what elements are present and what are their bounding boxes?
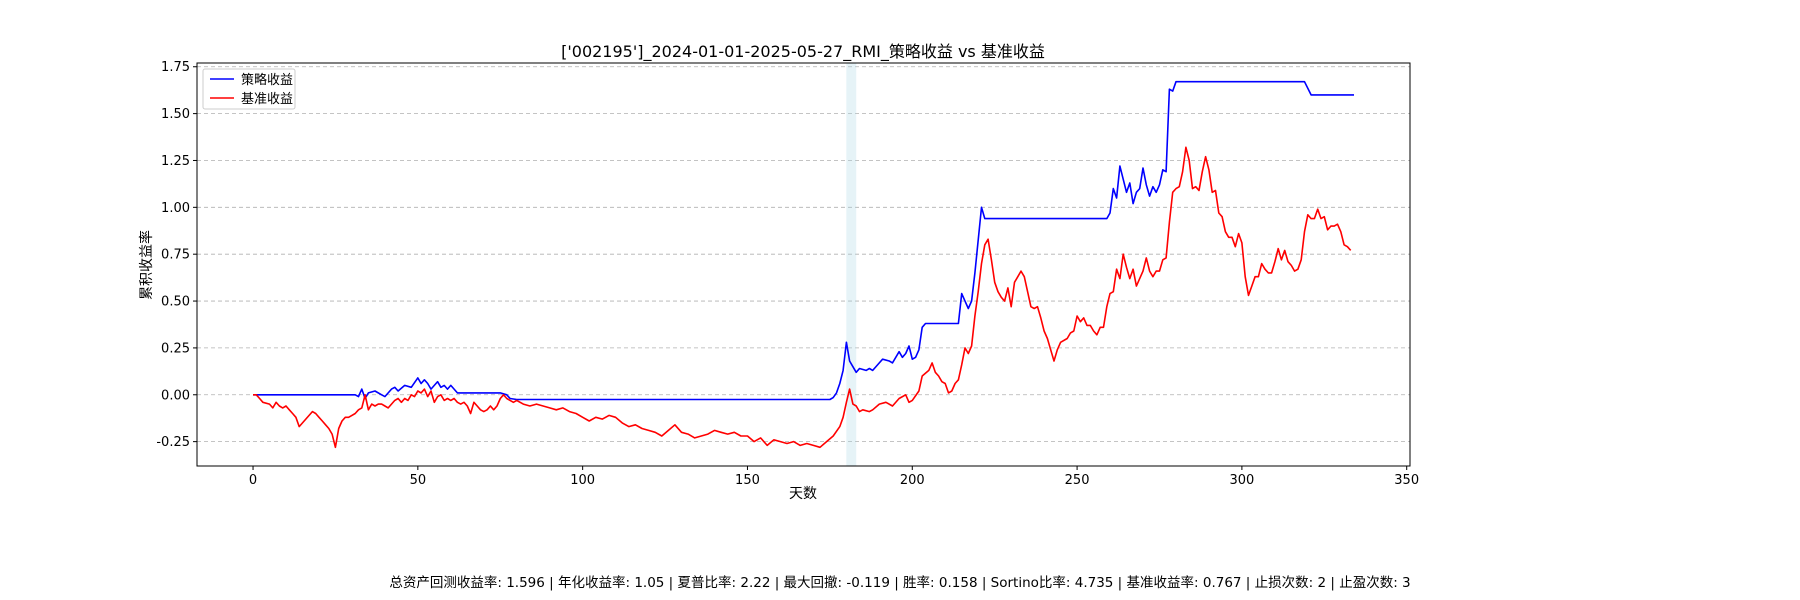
legend: 策略收益 基准收益 <box>202 68 296 110</box>
y-axis: -0.25 0.00 0.25 0.50 0.75 1.00 1.25 1.50 1.75 <box>156 60 197 450</box>
y-axis-label: 累积收益率 <box>138 230 155 300</box>
y-tick-label: 0.25 <box>161 341 190 356</box>
plot-frame <box>196 62 1411 467</box>
x-tick-label: 300 <box>1229 473 1254 488</box>
chart-title: ['002195']_2024-01-01-2025-05-27_RMI_策略收… <box>561 42 1045 62</box>
legend-label-strategy: 策略收益 <box>241 72 293 88</box>
y-tick-label: -0.25 <box>156 435 190 450</box>
x-tick-label: 50 <box>410 473 427 488</box>
benchmark-return-line <box>253 146 1352 449</box>
series-layer <box>253 80 1354 449</box>
strategy-return-line <box>253 80 1354 401</box>
backtest-summary: 总资产回测收益率: 1.596 | 年化收益率: 1.05 | 夏普比率: 2.… <box>389 575 1411 591</box>
x-tick-label: 250 <box>1065 473 1090 488</box>
x-tick-label: 200 <box>900 473 925 488</box>
y-tick-label: 1.50 <box>161 107 190 122</box>
x-tick-label: 150 <box>735 473 760 488</box>
y-tick-label: 1.25 <box>161 154 190 169</box>
x-tick-label: 350 <box>1394 473 1419 488</box>
y-tick-label: 0.00 <box>161 388 190 403</box>
y-tick-label: 1.00 <box>161 201 190 216</box>
x-axis: 0 50 100 150 200 250 300 350 <box>249 466 1419 488</box>
x-tick-label: 100 <box>570 473 595 488</box>
y-tick-label: 0.75 <box>161 248 190 263</box>
y-tick-label: 1.75 <box>161 60 190 75</box>
x-tick-label: 0 <box>249 473 257 488</box>
x-axis-label: 天数 <box>789 486 817 502</box>
legend-label-benchmark: 基准收益 <box>241 92 293 107</box>
grid-lines <box>197 66 1410 443</box>
y-tick-label: 0.50 <box>161 295 190 310</box>
highlight-span <box>846 63 857 466</box>
